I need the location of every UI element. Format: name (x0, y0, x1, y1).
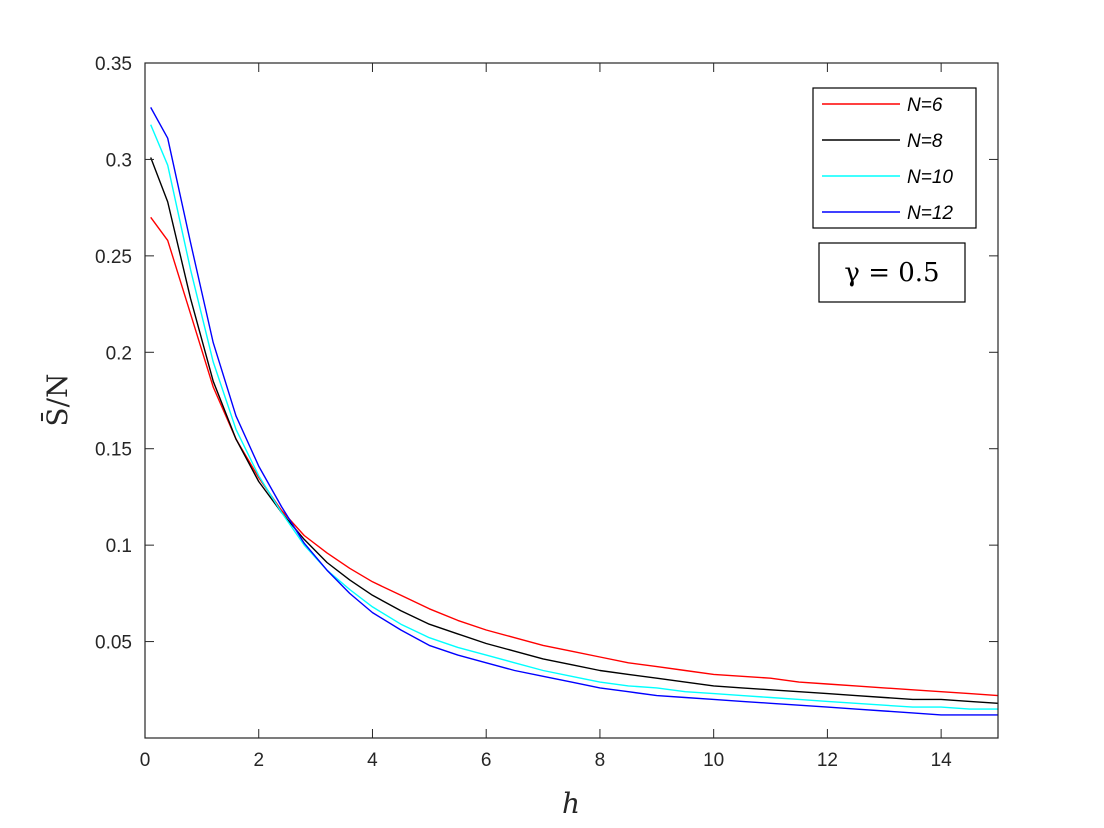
x-tick-label: 14 (931, 750, 953, 771)
annotation-box (818, 242, 966, 303)
tick-layer: 0 2 4 6 8 10 12 14 0.05 0.1 0.15 0.2 0.25 0.3 0.35 (95, 54, 998, 771)
x-tick-label: 12 (817, 750, 838, 771)
y-tick-label: 0.1 (106, 536, 132, 557)
legend-items: N=6 N=8 N=10 N=12 (822, 95, 953, 224)
y-tick-label: 0.05 (95, 633, 132, 654)
y-tick-label: 0.3 (106, 150, 132, 171)
legend-label: N=8 (907, 131, 943, 152)
x-tick-label: 10 (703, 750, 724, 771)
legend-box (812, 87, 977, 229)
x-tick-label: 0 (140, 750, 151, 771)
series-layer (150, 107, 999, 716)
x-tick-label: 4 (367, 750, 378, 771)
series-line-n-12 (150, 107, 998, 716)
legend: N=6 N=8 N=10 N=12 (812, 87, 977, 229)
y-tick-label: 0.15 (95, 440, 132, 461)
x-axis-label: h (562, 787, 580, 820)
x-tick-label: 2 (253, 750, 264, 771)
annotation-text: γ = 0.5 (844, 258, 939, 288)
series-line-n-8 (150, 157, 999, 704)
legend-label: N=12 (907, 203, 953, 224)
y-axis-label: S̄/N (40, 373, 74, 426)
y-tick-label: 0.35 (95, 54, 132, 75)
y-tick-label: 0.2 (106, 343, 132, 364)
legend-label: N=6 (907, 95, 943, 116)
gamma-annotation: γ = 0.5 (818, 242, 966, 303)
legend-label: N=10 (907, 167, 953, 188)
x-tick-label: 8 (595, 750, 606, 771)
axes-box (144, 62, 999, 739)
series-line-n-10 (150, 124, 998, 710)
y-tick-label: 0.25 (95, 247, 132, 268)
x-tick-label: 6 (481, 750, 492, 771)
